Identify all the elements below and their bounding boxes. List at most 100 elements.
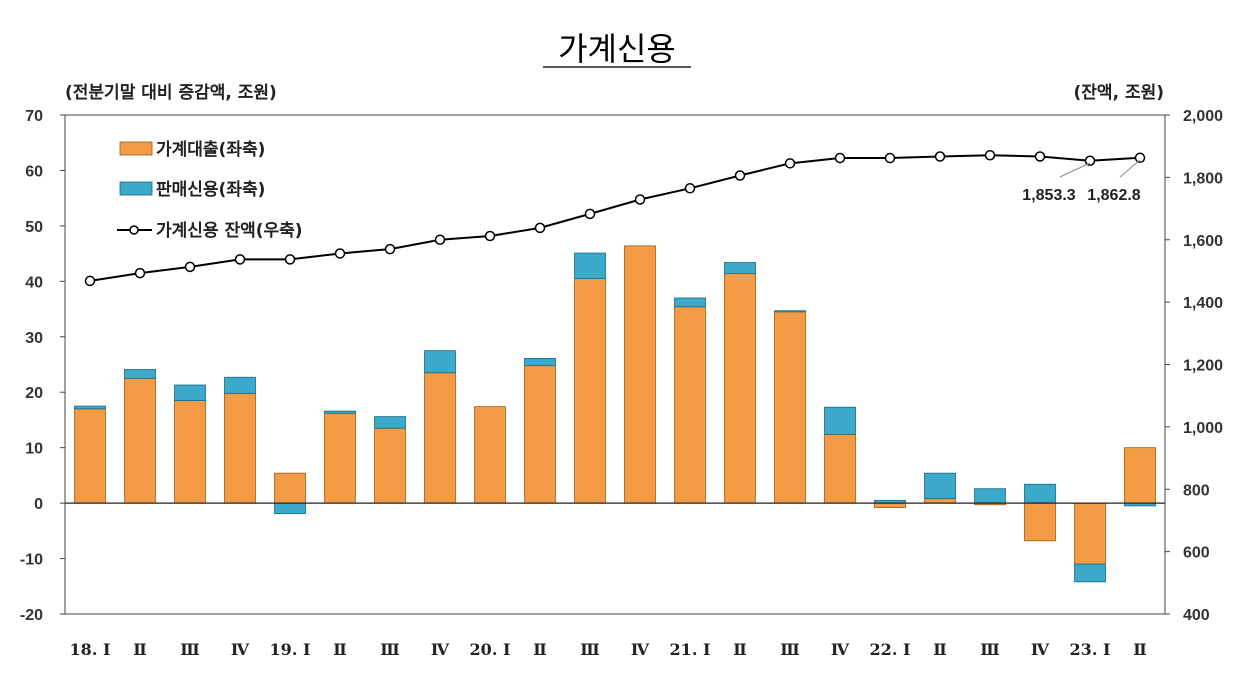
category-label: Ⅲ bbox=[980, 640, 999, 659]
annotation-leader-2 bbox=[1119, 159, 1141, 178]
bar-household-loan bbox=[874, 502, 906, 508]
bar-household-loan bbox=[174, 400, 206, 504]
balance-point bbox=[234, 254, 246, 265]
bar-sales-credit bbox=[924, 472, 956, 500]
right-tick-label: 800 bbox=[1183, 482, 1210, 499]
bar-sales-credit bbox=[974, 488, 1006, 504]
bar-sales-credit bbox=[124, 369, 156, 379]
bar-sales-credit bbox=[374, 416, 406, 429]
right-tick-label: 2,000 bbox=[1183, 108, 1223, 125]
bar-household-loan bbox=[424, 372, 456, 504]
category-label: Ⅳ bbox=[631, 640, 650, 659]
bar-sales-credit bbox=[224, 376, 256, 394]
category-label: 23. Ⅰ bbox=[1070, 640, 1111, 659]
bar-household-loan bbox=[274, 472, 306, 504]
right-tick-label: 1,800 bbox=[1183, 170, 1223, 187]
balance-line bbox=[89, 154, 1141, 282]
category-label: Ⅱ bbox=[733, 640, 746, 659]
category-label: Ⅲ bbox=[580, 640, 599, 659]
category-label: Ⅲ bbox=[780, 640, 799, 659]
balance-point bbox=[934, 151, 946, 162]
right-tick-label: 1,400 bbox=[1183, 295, 1223, 312]
balance-point bbox=[284, 254, 296, 265]
annotation-label-2: 1,862.8 bbox=[1087, 187, 1140, 204]
bar-sales-credit bbox=[424, 350, 456, 374]
left-tick-label: 20 bbox=[25, 385, 43, 402]
bar-sales-credit bbox=[74, 405, 106, 410]
balance-point bbox=[1084, 155, 1096, 167]
category-label: Ⅱ bbox=[533, 640, 546, 659]
left-tick-label: 70 bbox=[25, 108, 43, 125]
left-tick-label: 40 bbox=[25, 274, 43, 291]
bar-sales-credit bbox=[674, 297, 706, 308]
category-label: Ⅲ bbox=[180, 640, 199, 659]
bar-household-loan bbox=[124, 377, 156, 504]
bar-sales-credit bbox=[724, 262, 756, 274]
category-label: 21. Ⅰ bbox=[670, 640, 711, 659]
bar-household-loan bbox=[224, 392, 256, 504]
bar-household-loan bbox=[1024, 502, 1056, 542]
bar-household-loan bbox=[524, 365, 556, 504]
bar-sales-credit bbox=[524, 358, 556, 367]
left-axis: -20 -10 0 10 20 30 40 50 60 70 bbox=[20, 108, 65, 624]
balance-point bbox=[334, 248, 346, 259]
bar-sales-credit bbox=[324, 410, 356, 414]
balance-point bbox=[684, 183, 696, 194]
category-axis: 18. Ⅰ Ⅱ Ⅲ Ⅳ 19. Ⅰ Ⅱ Ⅲ Ⅳ 20. Ⅰ Ⅱ Ⅲ Ⅳ 21. Ⅰ Ⅱ Ⅲ Ⅳ 22. Ⅰ Ⅱ Ⅲ Ⅳ… bbox=[70, 640, 1147, 659]
bar-sales-credit bbox=[574, 252, 606, 279]
balance-point bbox=[1034, 151, 1046, 162]
balance-point bbox=[134, 267, 146, 279]
balance-point bbox=[584, 208, 596, 220]
balance-point bbox=[734, 170, 746, 181]
category-label: Ⅱ bbox=[1133, 640, 1146, 659]
right-axis: 400 600 800 1,000 1,200 1,400 1,600 1,800 2,000 bbox=[1165, 108, 1223, 624]
bar-sales-credit bbox=[174, 384, 206, 401]
chart-title: 가계신용 bbox=[558, 30, 676, 68]
category-label: Ⅱ bbox=[133, 640, 146, 659]
bar-sales-credit bbox=[1074, 563, 1106, 583]
bar-sales-credit bbox=[774, 310, 806, 313]
category-label: Ⅳ bbox=[231, 640, 250, 659]
legend-swatch-loans bbox=[119, 141, 153, 156]
balance-point bbox=[884, 152, 896, 164]
balance-point bbox=[384, 243, 396, 255]
balance-point bbox=[1134, 152, 1146, 164]
left-tick-label: 60 bbox=[25, 163, 43, 180]
right-tick-label: 1,200 bbox=[1183, 358, 1223, 375]
bar-household-loan bbox=[674, 306, 706, 504]
category-label: Ⅳ bbox=[431, 640, 450, 659]
annotation-label-1: 1,853.3 bbox=[1022, 187, 1075, 204]
right-axis-unit: (잔액, 조원) bbox=[1074, 83, 1164, 103]
bar-household-loan bbox=[74, 408, 106, 504]
bar-household-loan bbox=[824, 433, 856, 504]
category-label: 18. Ⅰ bbox=[70, 640, 111, 659]
balance-line-series bbox=[84, 149, 1146, 287]
balance-point bbox=[834, 152, 846, 164]
left-axis-unit: (전분기말 대비 증감액, 조원) bbox=[65, 82, 277, 103]
bar-household-loan bbox=[374, 427, 406, 504]
bar-household-loan bbox=[624, 245, 656, 504]
bar-household-loan bbox=[1124, 447, 1156, 504]
right-tick-label: 1,000 bbox=[1183, 420, 1223, 437]
balance-point bbox=[984, 149, 996, 161]
bar-household-loan bbox=[1074, 502, 1106, 565]
right-tick-label: 600 bbox=[1183, 545, 1210, 562]
bar-sales-credit bbox=[1024, 483, 1056, 504]
left-tick-label: 10 bbox=[25, 441, 43, 458]
legend-label-loans: 가계대출(좌축) bbox=[156, 140, 265, 160]
balance-point bbox=[484, 230, 496, 242]
legend-label-sales-credit: 판매신용(좌축) bbox=[156, 180, 265, 200]
left-tick-label: 30 bbox=[25, 330, 43, 347]
balance-point bbox=[784, 158, 796, 169]
category-label: 22. Ⅰ bbox=[870, 640, 911, 659]
balance-point bbox=[534, 222, 546, 234]
left-tick-label: 0 bbox=[34, 496, 43, 513]
left-tick-label: 50 bbox=[25, 219, 43, 236]
left-tick-label: -10 bbox=[20, 552, 43, 569]
bar-household-loan bbox=[724, 273, 756, 504]
category-label: Ⅱ bbox=[333, 640, 346, 659]
category-label: Ⅲ bbox=[380, 640, 399, 659]
bar-series bbox=[74, 245, 1156, 583]
bar-household-loan bbox=[324, 412, 356, 504]
